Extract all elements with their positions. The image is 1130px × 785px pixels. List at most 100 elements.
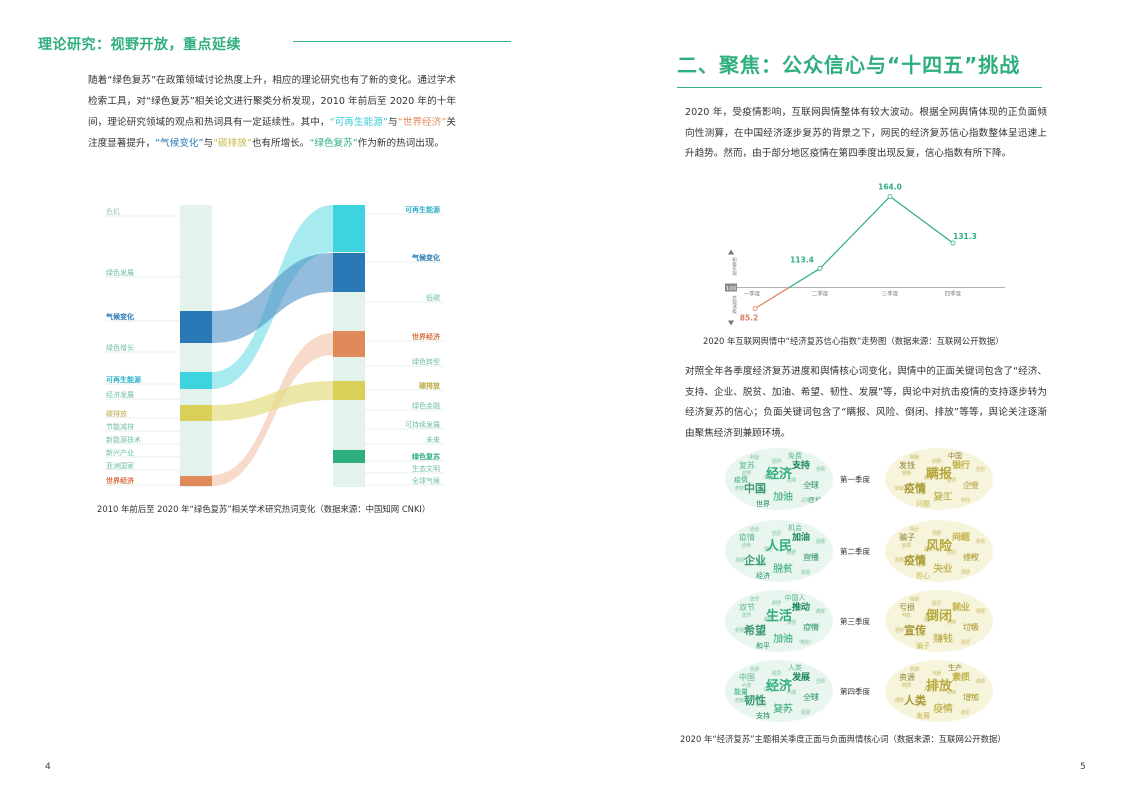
left-term-block (180, 372, 212, 389)
data-label: 164.0 (878, 183, 902, 192)
filler-word: 生活 (743, 611, 752, 618)
filler-word: 支持 (802, 708, 811, 715)
filler-word: 直播 (728, 572, 737, 579)
cloud-word: 机会 (788, 523, 802, 532)
chart-caption: 2020 年互联网舆情中“经济复苏信心指数”走势图（数据来源：互联网公开数据） (703, 336, 1004, 346)
filler-word: 骗子 (888, 642, 897, 649)
left-term-label: 危机 (106, 207, 120, 216)
filler-word: 人类 (788, 688, 797, 695)
line-segment-positive (819, 196, 891, 269)
cloud-word: 资源 (899, 672, 915, 682)
filler-word: 增加 (888, 712, 897, 719)
filler-word: 瞒报 (895, 485, 904, 492)
filler-word: 亏损 (911, 595, 920, 602)
filler-word: 韧性 (764, 686, 773, 693)
left-term-label: 绿色发展 (106, 268, 134, 277)
filler-word: 经济 (765, 545, 774, 552)
cloud-word: 疫情 (904, 481, 926, 495)
filler-word: 骗子 (902, 542, 911, 549)
filler-word: 问题 (903, 541, 912, 548)
filler-word: 希望 (780, 634, 789, 641)
cloud-word: 生活 (766, 608, 792, 624)
filler-word: 发展 (795, 673, 804, 680)
filler-word: 双节 (742, 613, 751, 619)
cloud-word: 素质 (952, 671, 970, 683)
data-point (950, 240, 956, 246)
filler-word: 企业 (896, 484, 905, 491)
quarter-label: 第一季度 (840, 475, 870, 484)
cloud-word: 企业 (963, 480, 979, 490)
cloud-word: 人类 (788, 663, 802, 672)
quarter-label: 第二季度 (840, 547, 870, 556)
filler-word: 经济 (809, 481, 818, 488)
cloud-word: 疫情 (933, 702, 953, 715)
filler-word: 企业 (772, 530, 781, 537)
filler-word: 加油 (817, 537, 826, 544)
filler-word: 双节 (750, 597, 759, 603)
filler-word: 疫情 (735, 485, 744, 492)
cloud-word: 疫情 (734, 475, 748, 484)
filler-word: 世界 (743, 469, 752, 476)
filler-word: 就业 (970, 622, 979, 629)
filler-word: 加油 (779, 635, 788, 642)
filler-word: 推动 (801, 639, 810, 646)
positive-word-cloud: 经济 韧性 发展 中国 复苏 全球 支持 人类 能量 经济 韧性 发展 中国 复苏 全球 支持 人类 能量 经济 韧性… (725, 660, 833, 722)
cloud-word: 世界 (756, 499, 770, 508)
filler-word: 宣传 (933, 599, 942, 606)
right-term-label: 生态文明 (412, 464, 440, 473)
filler-word: 疫情 (940, 492, 949, 499)
filler-word: 复工 (939, 493, 948, 500)
positive-word-cloud: 人民 企业 加油 疫情 脱贫 直播 经济 机会 人民 企业 加油 疫情 脱贫 直播 经济 机会 人民 企业 加油 疫情… (725, 520, 833, 582)
filler-word: 支持 (801, 497, 810, 504)
filler-word: 能量 (735, 697, 744, 704)
cloud-word: 复苏 (773, 702, 793, 715)
negative-word-cloud: 风险 疫情 问题 骗子 失业 维权 担心 风险 疫情 问题 骗子 失业 维权 担心 风险 疫情 问题 骗子 失业 维权… (885, 520, 993, 582)
cloud-word: 问题 (916, 500, 930, 508)
filler-word: 和平 (765, 615, 774, 622)
line-segment-positive (889, 196, 954, 244)
filler-word: 复工 (947, 477, 956, 484)
filler-word: 推动 (817, 607, 826, 614)
filler-word: 复苏 (728, 500, 737, 507)
data-point (752, 306, 758, 311)
filler-word: 倒闭 (954, 604, 963, 611)
filler-word: 疫情 (742, 542, 751, 549)
filler-word: 希望 (772, 600, 781, 607)
paragraph-segment: 作为新的热词出现。 (357, 138, 445, 149)
filler-word: 垃圾 (947, 619, 956, 626)
filler-word: 人民 (743, 542, 752, 548)
filler-word: 支持 (751, 665, 760, 672)
right-term-block (333, 253, 365, 292)
filler-word: 亏损 (969, 623, 978, 630)
left-term-block (180, 476, 212, 486)
cloud-word: 直播 (803, 552, 819, 562)
flow-climate (212, 253, 333, 343)
filler-word: 风险 (896, 556, 905, 563)
filler-word: 支持 (773, 457, 782, 464)
cloud-word: 双节 (739, 603, 755, 612)
cloud-word: 问题 (952, 531, 971, 543)
filler-word: 就业 (932, 600, 941, 607)
cloud-word: 生产 (948, 663, 962, 672)
cloud-word: 人类 (904, 693, 927, 707)
x-tick-label: 一季度 (744, 289, 761, 297)
filler-word: 担心 (955, 533, 964, 540)
cloud-word: 增加 (963, 692, 979, 702)
section-title: 二、聚焦：公众信心与“十四五”挑战 (677, 53, 1021, 77)
line-segment-negative (754, 286, 790, 310)
filler-word: 医护 (772, 458, 781, 465)
filler-word: 免费 (780, 492, 789, 499)
filler-word: 直播 (816, 538, 825, 545)
cloud-word: 骗子 (916, 641, 930, 650)
filler-word: 问题 (917, 489, 926, 496)
filler-word: 瞒报 (887, 451, 896, 458)
left-term-label: 新能源技术 (106, 435, 141, 444)
cloud-word: 复工 (933, 490, 953, 503)
filler-word: 全球 (816, 466, 825, 473)
filler-word: 失业 (977, 537, 986, 544)
filler-word: 骗子 (955, 603, 964, 610)
filler-word: 问题 (925, 473, 934, 480)
filler-word: 希望 (764, 616, 773, 623)
filler-word: 希望 (788, 618, 797, 625)
filler-word: 企业 (976, 466, 985, 473)
